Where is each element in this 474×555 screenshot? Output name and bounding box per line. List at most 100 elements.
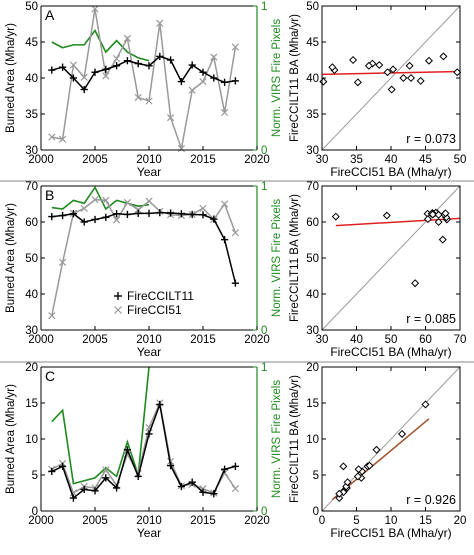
- firecci51-marker: [210, 53, 218, 61]
- y-axis-title: FireCCILT11 BA (Mha/yr): [289, 194, 301, 322]
- y-axis-title: FireCCILT11 BA (Mha/yr): [289, 14, 301, 142]
- scatter-point: [434, 217, 443, 227]
- firecci51-marker: [102, 72, 110, 80]
- y-tick-label: 35: [306, 109, 319, 121]
- y-tick-label: 50: [25, 1, 38, 13]
- y-tick-label: 15: [25, 398, 38, 410]
- firecci51-marker: [123, 198, 132, 207]
- y-tick-label: 0: [32, 506, 38, 518]
- scatter-point: [353, 78, 362, 87]
- y2-tick-label: 1: [261, 1, 267, 13]
- scatter-point: [389, 65, 398, 74]
- firecci51-marker: [102, 466, 110, 474]
- scatter-point: [439, 52, 448, 61]
- firecci51-marker: [231, 485, 240, 493]
- y-tick-label: 60: [306, 217, 319, 229]
- x-tick-label: 40: [350, 334, 363, 346]
- firecci51-marker: [112, 216, 121, 224]
- y2-axis-title: Norm. VIRS Fire Pixels: [271, 199, 283, 317]
- x-tick-label: 20: [454, 515, 467, 527]
- panel-letter: B: [45, 187, 54, 203]
- x-tick-label: 50: [454, 154, 467, 166]
- x-tick-label: 2000: [28, 515, 54, 527]
- firecci51-marker: [91, 196, 99, 204]
- firecci51-marker: [69, 61, 78, 69]
- x-tick-label: 35: [350, 154, 363, 166]
- scatter-point: [405, 61, 414, 70]
- firecci51-marker: [91, 5, 99, 13]
- correlation-label: r = 0.085: [406, 312, 456, 326]
- firecci51-marker: [220, 200, 229, 208]
- scatter-point: [331, 212, 340, 221]
- correlation-label: r = 0.926: [406, 493, 456, 507]
- firecci51-marker: [69, 489, 78, 497]
- y-tick-label: 40: [306, 289, 319, 301]
- firecci51-marker: [220, 108, 229, 117]
- y-tick-label: 10: [306, 434, 319, 446]
- x-tick-label: 2015: [190, 515, 216, 527]
- x-tick-label: 2020: [244, 515, 270, 527]
- y-tick-label: 5: [313, 470, 319, 482]
- x-tick-label: 5: [353, 515, 359, 527]
- x-tick-label: 2010: [136, 515, 162, 527]
- firecci51-marker: [48, 133, 56, 141]
- legend-firecci51-marker: [114, 306, 122, 314]
- x-axis-title: Year: [137, 345, 161, 359]
- y2-axis-title: Norm. VIRS Fire Pixels: [271, 19, 283, 137]
- scatter-point: [364, 61, 373, 70]
- x-tick-label: 2010: [136, 154, 162, 166]
- firecci51-marker: [156, 19, 164, 27]
- y-tick-label: 45: [306, 37, 319, 49]
- scatter-point: [335, 494, 344, 503]
- y-tick-label: 0: [313, 506, 319, 518]
- y2-tick-label: 1: [261, 181, 267, 193]
- firecci51-marker: [188, 86, 196, 94]
- firecci51-line: [51, 8, 237, 150]
- firecci51-marker: [145, 97, 153, 105]
- y2-tick-label: 1: [261, 362, 267, 374]
- x-tick-label: 2020: [244, 154, 270, 166]
- firecci51-marker: [102, 196, 110, 205]
- scatter-point: [423, 215, 432, 224]
- scatter-point: [424, 56, 433, 65]
- y-tick-label: 5: [32, 470, 38, 482]
- timeseries-panel-A: 2000 2005 2010 2015 2020 30 35 40 45 50 0 1 Year Burn…: [5, 1, 283, 179]
- x-tick-label: 2005: [82, 154, 108, 166]
- y-axis-title: Burned Area (Mha/yr): [5, 384, 17, 494]
- panel-letter: C: [45, 368, 55, 384]
- x-tick-label: 10: [385, 515, 398, 527]
- x-tick-label: 50: [385, 334, 398, 346]
- x-tick-label: 2015: [190, 334, 216, 346]
- scatter-panel-C: 00 5 5 10 10 15 15 20 20 r = 0.926 FireCCI51 BA (M…: [289, 362, 466, 540]
- y-tick-label: 15: [306, 398, 319, 410]
- firecci51-marker: [145, 423, 153, 432]
- fireccilt11-line: [51, 55, 236, 91]
- firecci51-marker: [166, 457, 175, 465]
- y2-tick-label: 0: [261, 145, 267, 157]
- scatter-point: [434, 210, 443, 219]
- legend-fireccilt11-label: FireCCILT11: [127, 289, 194, 303]
- scatter-point: [428, 210, 437, 219]
- y-tick-label: 10: [25, 434, 38, 446]
- y-tick-label: 40: [25, 73, 38, 85]
- scatter-point: [407, 73, 416, 83]
- x-tick-label: 2020: [244, 334, 270, 346]
- firecci51-marker: [145, 197, 153, 205]
- x-tick-label: 40: [385, 154, 398, 166]
- x-tick-label: 0: [319, 515, 325, 527]
- y2-tick-label: 0: [261, 506, 267, 518]
- scatter-point: [372, 445, 381, 454]
- y-tick-label: 20: [25, 362, 38, 374]
- firecci51-marker: [58, 258, 67, 266]
- firecci51-marker: [177, 144, 186, 153]
- x-tick-label: 2005: [82, 334, 108, 346]
- y-tick-label: 70: [25, 181, 38, 193]
- x-tick-label: 2000: [28, 334, 54, 346]
- regression-line: [322, 70, 460, 76]
- timeseries-panel-C: 2000 2005 2010 2015 20200510152001YearBurned…: [5, 362, 283, 540]
- y-tick-label: 20: [306, 362, 319, 374]
- y-tick-label: 70: [306, 181, 319, 193]
